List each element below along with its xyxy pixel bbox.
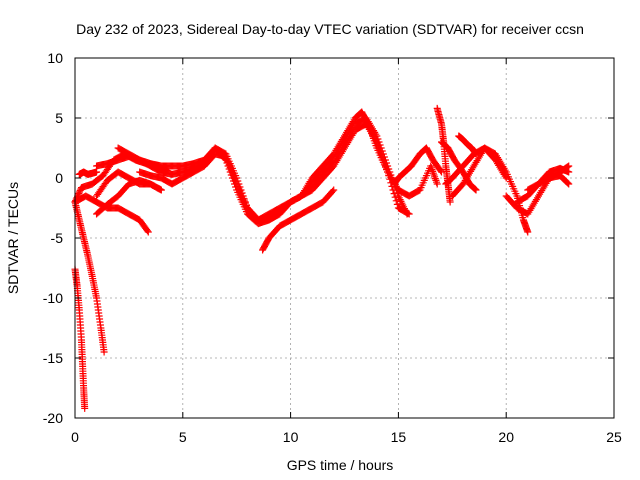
y-tick-label: -15 xyxy=(43,350,63,366)
data-point xyxy=(374,141,382,149)
data-points xyxy=(71,104,573,412)
data-point xyxy=(565,180,573,188)
data-point xyxy=(380,159,388,167)
series-arc-early-drop xyxy=(71,198,108,356)
series-arc-main-2 xyxy=(114,114,411,228)
series-arc-15-to-17 xyxy=(390,144,446,188)
data-point xyxy=(386,175,394,183)
x-tick-label: 15 xyxy=(391,429,407,445)
y-tick-label: -10 xyxy=(43,290,63,306)
data-point xyxy=(93,168,101,176)
data-point xyxy=(379,156,387,164)
grid-lines xyxy=(75,58,614,418)
series-arc-21-to-23 xyxy=(524,164,573,194)
series-arc-0-to-1 xyxy=(75,168,101,178)
data-point xyxy=(524,228,532,236)
data-point xyxy=(392,197,400,205)
y-axis-label: SDTVAR / TECUs xyxy=(5,182,21,294)
x-tick-label: 5 xyxy=(179,429,187,445)
data-point xyxy=(157,186,165,194)
series-arc-18-to-19 xyxy=(455,132,480,158)
x-tick-label: 25 xyxy=(606,429,622,445)
data-point xyxy=(375,144,383,152)
data-point xyxy=(381,162,389,170)
data-point xyxy=(446,198,454,206)
data-point xyxy=(502,174,510,182)
data-point xyxy=(144,228,152,236)
y-tick-label: 10 xyxy=(47,50,63,66)
series-arc-1-to-4b xyxy=(93,176,165,218)
x-tick-label: 20 xyxy=(498,429,514,445)
data-point xyxy=(100,348,108,356)
data-point xyxy=(563,178,571,186)
data-point xyxy=(377,150,385,158)
data-point xyxy=(373,138,381,146)
data-point xyxy=(329,187,337,195)
data-point xyxy=(385,172,393,180)
data-point xyxy=(376,147,384,155)
data-point xyxy=(389,186,397,194)
x-tick-label: 0 xyxy=(71,429,79,445)
data-point xyxy=(383,165,391,173)
data-point xyxy=(330,186,338,194)
y-tick-label: 0 xyxy=(55,170,63,186)
data-point xyxy=(472,150,480,158)
data-point xyxy=(405,210,413,218)
chart-title: Day 232 of 2023, Sidereal Day-to-day VTE… xyxy=(76,21,584,37)
data-point xyxy=(472,186,480,194)
x-axis-label: GPS time / hours xyxy=(287,457,394,473)
data-point xyxy=(378,153,386,161)
data-point xyxy=(565,162,573,170)
y-axis-ticks: -20 -15 -10 -5 0 5 10 xyxy=(43,50,614,426)
series-arc-steep-drop xyxy=(71,265,89,412)
data-point xyxy=(564,179,572,187)
x-axis-ticks: 0 5 10 15 20 25 xyxy=(71,58,622,445)
data-point xyxy=(81,404,89,412)
data-point xyxy=(433,180,441,188)
data-point xyxy=(393,200,401,208)
data-point xyxy=(390,190,398,198)
data-point xyxy=(565,168,573,176)
x-tick-label: 10 xyxy=(283,429,299,445)
y-tick-label: 5 xyxy=(55,110,63,126)
y-tick-label: -20 xyxy=(43,410,63,426)
series-arc-9-to-12 xyxy=(259,186,338,254)
data-point xyxy=(143,227,151,235)
y-tick-label: -5 xyxy=(51,230,64,246)
data-point xyxy=(384,168,392,176)
series-arc-main-3 xyxy=(136,120,413,224)
data-point xyxy=(391,193,399,201)
